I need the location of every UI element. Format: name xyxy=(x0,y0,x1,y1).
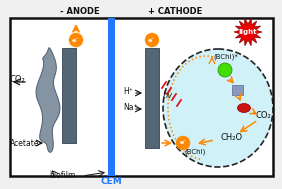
Text: + CATHODE: + CATHODE xyxy=(148,6,202,15)
Polygon shape xyxy=(36,48,60,152)
FancyBboxPatch shape xyxy=(232,85,243,95)
Circle shape xyxy=(145,33,159,47)
Text: Acetate: Acetate xyxy=(10,139,39,147)
Text: - ANODE: - ANODE xyxy=(60,6,100,15)
Text: biofilm: biofilm xyxy=(49,171,75,180)
Circle shape xyxy=(69,33,83,47)
Text: H⁺: H⁺ xyxy=(123,88,133,97)
Text: (BChl)*: (BChl)* xyxy=(214,54,238,60)
Bar xyxy=(108,18,115,176)
Text: e⁻: e⁻ xyxy=(179,140,187,146)
Ellipse shape xyxy=(163,49,273,167)
Text: CO₂: CO₂ xyxy=(10,75,26,84)
Text: Na⁺: Na⁺ xyxy=(123,104,138,112)
Bar xyxy=(10,18,273,176)
Text: CO₂: CO₂ xyxy=(255,111,271,119)
Ellipse shape xyxy=(237,104,250,112)
Text: e⁻: e⁻ xyxy=(148,37,156,43)
Text: CH₂O: CH₂O xyxy=(221,133,243,143)
Text: (BChl): (BChl) xyxy=(184,149,206,155)
Text: e⁻: e⁻ xyxy=(72,37,80,43)
Bar xyxy=(145,48,159,148)
Bar xyxy=(62,48,76,143)
Circle shape xyxy=(176,136,190,150)
Text: light: light xyxy=(239,29,257,35)
Circle shape xyxy=(218,63,232,77)
Polygon shape xyxy=(234,18,262,46)
Text: CEM: CEM xyxy=(100,177,122,187)
Text: hv: hv xyxy=(163,91,173,101)
